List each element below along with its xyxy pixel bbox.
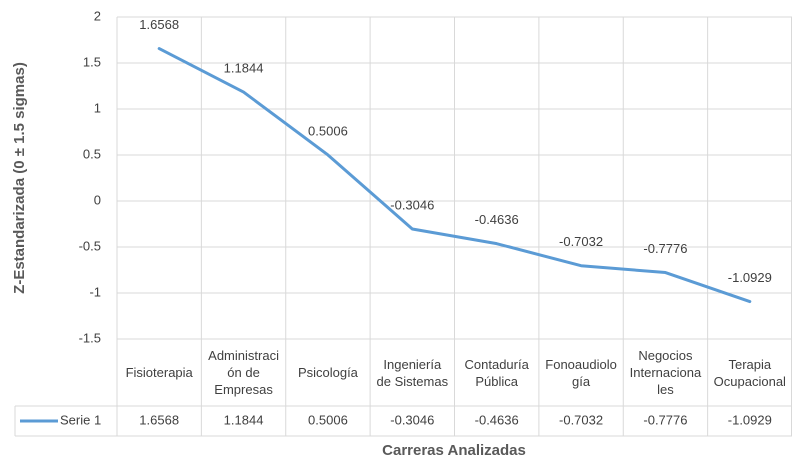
y-tick-label: -1.5 bbox=[79, 330, 101, 345]
table-value: 1.6568 bbox=[139, 412, 179, 427]
y-tick-label: 1.5 bbox=[83, 54, 101, 69]
x-tick-label: Contaduría Pública bbox=[464, 356, 529, 389]
data-label: -1.0929 bbox=[728, 270, 772, 285]
table-value: 0.5006 bbox=[308, 412, 348, 427]
x-tick-label: Fisioterapia bbox=[125, 365, 193, 380]
y-axis-label: Z-Estandarizada (0 ± 1.5 sigmas) bbox=[11, 62, 28, 294]
data-label: 1.1844 bbox=[224, 60, 264, 75]
x-tick-label: Fonoaudiología bbox=[545, 356, 617, 389]
table-value: -0.7032 bbox=[559, 412, 603, 427]
x-tick-label: Ingeniería de Sistemas bbox=[376, 356, 449, 389]
data-label: 0.5006 bbox=[308, 123, 348, 138]
table-value: -1.0929 bbox=[728, 412, 772, 427]
data-label: -0.3046 bbox=[390, 197, 434, 212]
data-label: -0.4636 bbox=[475, 212, 519, 227]
y-tick-label: 0 bbox=[94, 192, 101, 207]
y-tick-label: 2 bbox=[94, 8, 101, 23]
x-tick-label: Psicología bbox=[297, 365, 358, 380]
legend-label: Serie 1 bbox=[60, 412, 101, 427]
y-tick-label: 1 bbox=[94, 100, 101, 115]
x-tick-label: Negocios Internacionales bbox=[629, 348, 702, 397]
data-label: -0.7776 bbox=[643, 241, 687, 256]
y-tick-label: -1 bbox=[89, 284, 101, 299]
x-axis-label: Carreras Analizadas bbox=[382, 442, 526, 459]
data-label: 1.6568 bbox=[139, 17, 179, 32]
line-series bbox=[157, 47, 752, 304]
x-tick-label: Administración de Empresas bbox=[208, 348, 279, 397]
y-tick-label: 0.5 bbox=[83, 146, 101, 161]
table-value: -0.4636 bbox=[475, 412, 519, 427]
table-value: -0.7776 bbox=[643, 412, 687, 427]
data-label: -0.7032 bbox=[559, 234, 603, 249]
y-tick-label: -0.5 bbox=[79, 238, 101, 253]
x-tick-label: Terapia Ocupacional bbox=[713, 356, 786, 389]
table-value: 1.1844 bbox=[224, 412, 264, 427]
table-value: -0.3046 bbox=[390, 412, 434, 427]
